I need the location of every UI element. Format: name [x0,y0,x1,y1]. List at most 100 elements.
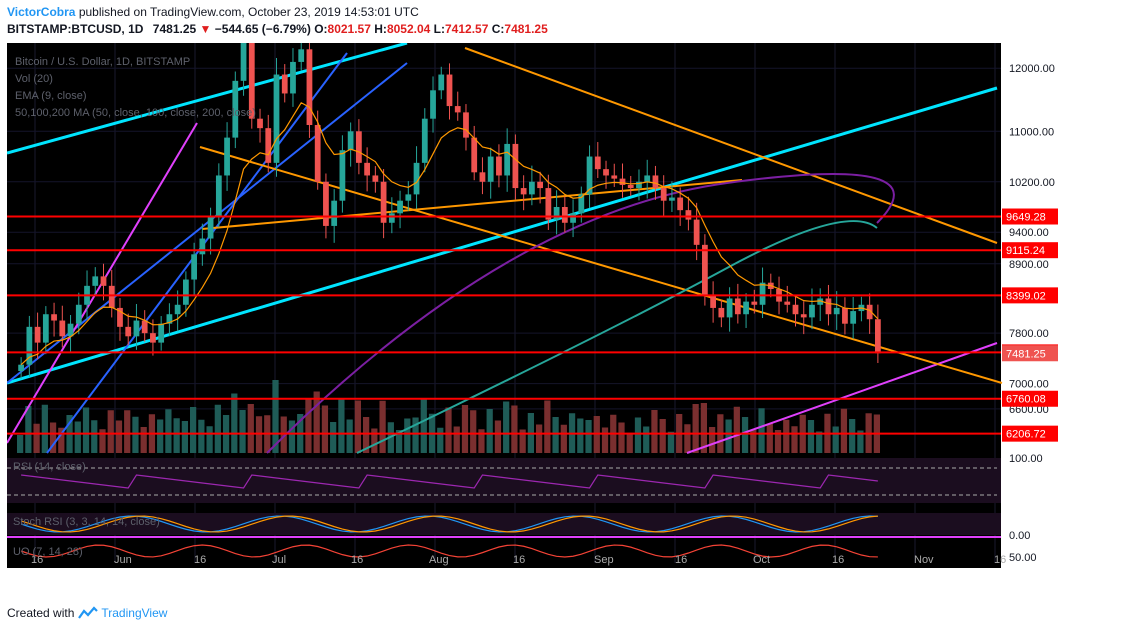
candle-body [224,137,230,176]
volume-bar [791,426,798,453]
time-tick-label: 16 [194,554,206,566]
price-label-text: 9115.24 [1006,245,1045,257]
open-label: O: [314,22,328,36]
volume-bar [330,422,337,453]
candle-body [701,244,708,296]
candle-body [290,61,296,94]
volume-bar [478,429,485,453]
volume-bar [288,420,296,453]
candle-body [504,143,511,176]
price-label-box [1002,345,1058,362]
candle-body [734,298,741,315]
volume-bar [363,417,370,453]
price-tick-label: 11000.00 [1009,126,1054,138]
candle-body [487,156,494,182]
volume-bar [305,398,312,453]
candle-body [413,162,420,195]
volume-bar [577,418,584,453]
ema-legend: EMA (9, close) [15,90,87,102]
volume-bar [618,422,625,453]
volume-bar [857,430,864,453]
volume-bar [272,380,279,453]
candle-body [150,333,156,343]
time-tick-label: Nov [914,554,934,566]
legend-overlay: Bitcoin / U.S. Dollar, 1D, BITSTAMP Vol … [15,54,256,122]
candle-body [339,150,346,201]
candle-body [125,326,132,337]
chart-svg[interactable]: 12000.00 11000.00 10200.00 9400.00 8900.00 78… [7,43,1133,568]
tradingview-link[interactable]: TradingView [101,606,168,620]
candle-body [314,125,321,182]
author-name[interactable]: VictorCobra [7,5,76,19]
low-value: 7412.57 [445,22,489,36]
volume-bar [412,417,419,453]
created-with: Created with [7,606,75,620]
volume-bar [354,400,361,453]
candle-body [347,131,354,151]
price-label-text: 6206.72 [1006,429,1046,441]
volume-bar [692,404,699,453]
candle-body [866,304,873,320]
price-label-box [1002,242,1058,259]
candle-body [51,314,57,321]
volume-bar [157,419,164,453]
price-label-box [1002,287,1058,304]
candle-body [578,194,585,214]
candle-body [397,200,403,214]
volume-bar [173,418,180,453]
candle-body [553,207,560,220]
volume-bar [124,410,131,453]
volume-bar [321,405,329,453]
candle-body [18,364,25,371]
candle-body [718,307,725,318]
candle-body [199,238,206,255]
volume-bar [181,421,188,453]
candle-body [355,131,362,163]
open-value: 8021.57 [327,22,371,36]
stoch-legend: Stoch RSI (3, 3, 14, 14, close) [13,516,160,528]
volume-bar [140,427,147,453]
candle-body [265,128,272,163]
candle-body [372,175,379,182]
candle-body [644,175,651,182]
candle-body [850,311,857,324]
candle-body [158,323,165,343]
candle-body [677,197,684,211]
time-tick-label: 16 [994,554,1006,566]
volume-bar [750,429,757,453]
volume-bar [198,419,205,453]
volume-bar [774,430,782,453]
rsi-legend: RSI (14, close) [13,461,86,473]
volume-bar [816,431,823,453]
volume-bar [634,417,642,453]
price-tick-label: 6600.00 [1009,404,1049,416]
candle-body [59,320,66,337]
footer: Created with TradingView [7,606,167,620]
price-label-text: 8399.02 [1006,290,1046,302]
candle-body [108,285,115,308]
rsi-line [21,474,878,489]
price-label-text: 9649.28 [1006,212,1046,224]
volume-bar [840,408,848,453]
volume-bar [33,423,40,453]
candle-body [174,304,181,315]
candle-body [652,175,659,189]
trend-lines [7,43,1003,454]
candle-body [520,188,527,195]
candle-body [496,156,502,176]
candle-body [693,219,700,245]
candles [18,43,881,379]
price-axis: 12000.00 11000.00 10200.00 9400.00 8900.00 78… [1002,63,1058,442]
candle-body [75,304,82,324]
volume-bar [99,429,106,453]
price-label-box [1002,390,1058,407]
ma-legend: 50,100,200 MA (50, close, 100, close, 20… [15,107,256,119]
candle-body [388,213,395,223]
volume-bar [371,428,378,453]
chart-area[interactable]: 12000.00 11000.00 10200.00 9400.00 8900.00 78… [7,43,1069,568]
candle-body [743,301,749,315]
volume-bar [437,427,444,453]
price-tick-label: 12000.00 [1009,63,1055,75]
orange-support-line [201,179,743,230]
price-tick-label: 9400.00 [1009,227,1049,239]
